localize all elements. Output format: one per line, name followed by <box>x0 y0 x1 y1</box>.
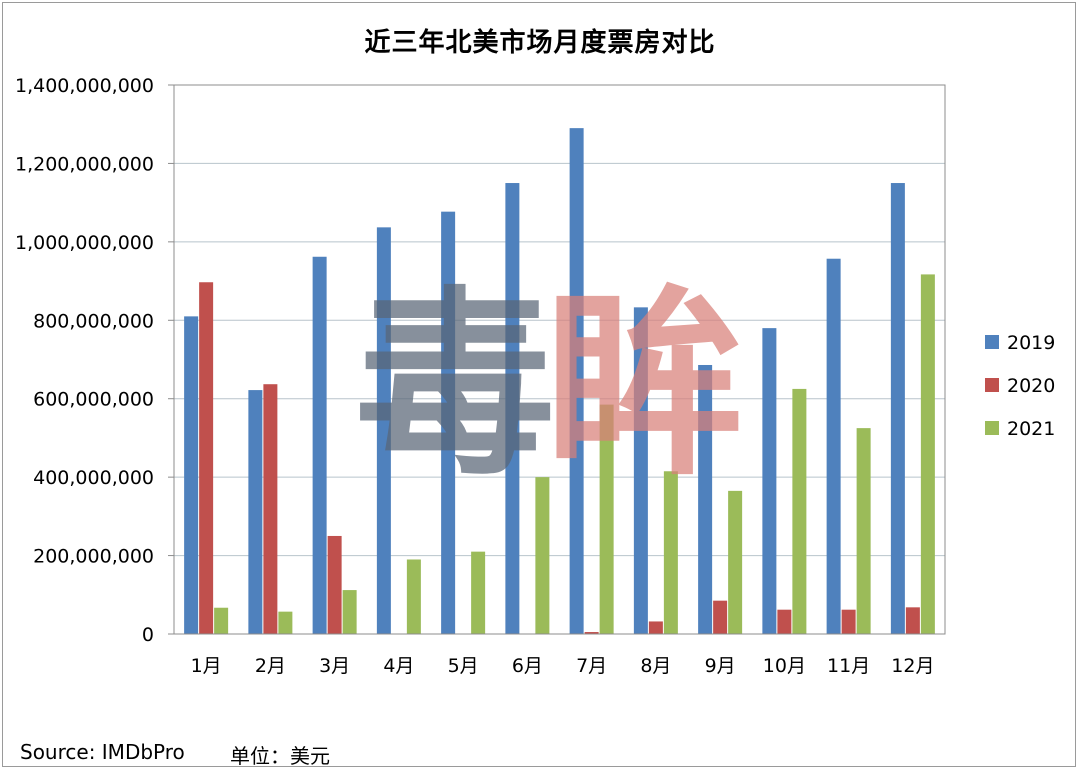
bar-2021 <box>920 274 935 634</box>
source-note: Source: IMDbPro <box>20 740 185 764</box>
axes <box>168 84 946 635</box>
bar-2021 <box>471 551 486 634</box>
bar-2020 <box>777 609 792 634</box>
legend-label: 2020 <box>1007 375 1055 397</box>
y-tick-labels: 0 200,000,000 400,000,000 600,000,000 800,00… <box>15 75 154 646</box>
bar-2019 <box>633 307 648 634</box>
bar-2019 <box>441 211 456 634</box>
bar-2020 <box>905 607 920 634</box>
y-tick-label: 600,000,000 <box>33 389 154 411</box>
bar-2019 <box>762 328 777 634</box>
bar-2020 <box>841 609 856 634</box>
legend: 2019 2020 2021 <box>985 332 1055 440</box>
y-tick-label: 200,000,000 <box>33 546 154 568</box>
watermark-char-2: 眸 <box>545 270 745 503</box>
bar-2019 <box>826 258 841 634</box>
bar-2021 <box>599 404 614 634</box>
bar-2019 <box>248 390 263 634</box>
bars <box>184 128 935 635</box>
x-tick-label: 10月 <box>763 655 806 677</box>
x-tick-label: 8月 <box>640 655 671 677</box>
bar-2020 <box>263 384 278 634</box>
legend-label: 2019 <box>1007 332 1055 354</box>
x-tick-label: 2月 <box>255 655 286 677</box>
bar-2021 <box>406 559 421 634</box>
bar-2021 <box>342 590 357 634</box>
watermark-char-1: 毒 <box>355 270 555 503</box>
y-tick-label: 1,000,000,000 <box>15 232 154 254</box>
bar-2019 <box>376 227 391 635</box>
y-tick-label: 1,400,000,000 <box>15 75 154 97</box>
bar-2019 <box>698 364 713 634</box>
bar-2019 <box>312 256 327 634</box>
x-tick-label: 1月 <box>191 655 222 677</box>
x-tick-label: 6月 <box>512 655 543 677</box>
y-tick-label: 800,000,000 <box>33 310 154 332</box>
legend-label: 2021 <box>1007 418 1055 440</box>
bar-2019 <box>890 183 905 635</box>
y-tick-label: 1,200,000,000 <box>15 153 154 175</box>
x-tick-label: 7月 <box>576 655 607 677</box>
y-tick-label: 0 <box>142 624 154 646</box>
watermark: 毒 眸 <box>355 270 745 503</box>
bar-2019 <box>569 128 584 634</box>
legend-swatch <box>985 378 999 392</box>
y-tick-label: 400,000,000 <box>33 467 154 489</box>
chart-title: 近三年北美市场月度票房对比 <box>364 28 716 58</box>
x-tick-labels: 1月 2月 3月 4月 5月 6月 7月 8月 9月 10月 11月 12月 <box>191 655 935 677</box>
bar-2021 <box>728 490 743 634</box>
bar-2021 <box>856 428 871 634</box>
bar-2020 <box>713 600 728 634</box>
bar-2021 <box>278 611 293 634</box>
x-tick-label: 3月 <box>319 655 350 677</box>
x-tick-label: 4月 <box>383 655 414 677</box>
bar-2020 <box>199 282 214 634</box>
bar-2020 <box>327 535 342 634</box>
bar-2021 <box>535 477 550 634</box>
bar-2021 <box>214 607 229 634</box>
x-tick-label: 12月 <box>891 655 934 677</box>
x-tick-label: 5月 <box>448 655 479 677</box>
bar-2020 <box>648 621 663 634</box>
unit-note: 单位：美元 <box>230 744 330 768</box>
bar-2019 <box>184 316 199 634</box>
bar-2020 <box>584 632 599 634</box>
bar-2021 <box>792 388 807 634</box>
legend-swatch <box>985 421 999 435</box>
bar-2019 <box>505 183 520 635</box>
x-tick-label: 11月 <box>827 655 870 677</box>
legend-swatch <box>985 335 999 349</box>
bar-2021 <box>663 471 678 634</box>
x-tick-label: 9月 <box>705 655 736 677</box>
